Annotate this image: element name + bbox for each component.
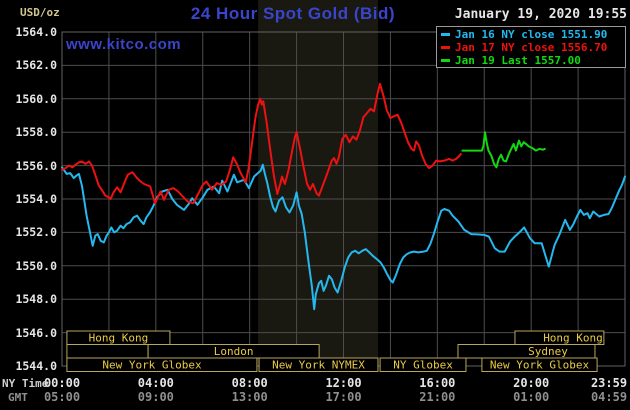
x-axis-gmt-tick-label: 13:00 — [231, 390, 268, 404]
session-label: NY Globex — [393, 359, 453, 372]
y-axis-tick-label: 1564.0 — [15, 25, 57, 39]
session-box-new-york-globex — [66, 357, 258, 372]
x-axis-gmt-tick-label: 21:00 — [419, 390, 456, 404]
legend-item-label: Jan 17 NY close 1556.70 — [455, 41, 608, 54]
y-axis-tick-label: 1554.0 — [15, 192, 57, 206]
legend-dash-icon — [441, 46, 450, 49]
session-label: Sydney — [528, 345, 568, 358]
x-axis-ny-tick-label: 00:00 — [43, 376, 81, 390]
y-axis-tick-label: 1544.0 — [15, 359, 57, 373]
legend-dash-icon — [441, 59, 450, 62]
session-label: New York Globex — [102, 359, 202, 372]
series-line-jan-17 — [61, 82, 462, 205]
x-axis-gmt-tick-label: 04:59 — [590, 390, 628, 404]
legend-dash-icon — [441, 33, 450, 36]
series-line-jan-16 — [61, 163, 626, 311]
y-axis-tick-label: 1552.0 — [15, 225, 57, 240]
y-axis-tick-label: 1558.0 — [15, 125, 57, 140]
ny-time-axis-label: NY Time — [2, 377, 49, 390]
page-title: 24 Hour Spot Gold (Bid) — [190, 4, 396, 23]
y-axis-tick-label: 1550.0 — [15, 258, 57, 273]
y-axis-tick-label: 1548.0 — [15, 292, 57, 307]
series-line-jan-19 — [461, 131, 546, 169]
y-axis-tick-label: 1556.0 — [15, 158, 57, 173]
y-axis-tick-label: 1562.0 — [15, 58, 57, 73]
x-axis-gmt-tick-label: 05:00 — [43, 390, 81, 404]
legend-box: Jan 16 NY close 1551.90 Jan 17 NY close 1… — [436, 26, 626, 68]
legend-item: Jan 16 NY close 1551.90 — [441, 28, 625, 41]
legend-item-label: Jan 16 NY close 1551.90 — [455, 28, 608, 41]
x-axis-ny-tick-label: 23:59 — [590, 376, 628, 390]
x-axis-ny-tick-label: 08:00 — [231, 376, 268, 390]
kitco-watermark: www.kitco.com — [66, 36, 182, 53]
x-axis-ny-tick-label: 12:00 — [325, 376, 362, 390]
y-axis-unit-label: USD/oz — [20, 6, 60, 19]
session-box-new-york-globex — [481, 357, 598, 372]
y-axis-tick-label: 1560.0 — [15, 91, 57, 106]
x-axis-gmt-tick-label: 09:00 — [137, 390, 174, 404]
session-box-unlabeled — [66, 344, 149, 359]
legend-item: Jan 17 NY close 1556.70 — [441, 41, 625, 54]
x-axis-ny-tick-label: 04:00 — [137, 376, 174, 390]
session-box-ny-globex — [379, 357, 467, 372]
y-axis-tick-label: 1546.0 — [15, 325, 57, 340]
session-box-sydney — [457, 344, 596, 359]
gmt-axis-label: GMT — [8, 391, 28, 404]
legend-item: Jan 19 Last 1557.00 — [441, 54, 625, 67]
session-label: London — [214, 345, 254, 358]
session-label: Hong Kong — [89, 332, 149, 345]
x-axis-gmt-tick-label: 17:00 — [325, 390, 362, 404]
x-axis-ny-tick-label: 20:00 — [513, 376, 550, 390]
chart-datetime: January 19, 2020 19:55 — [454, 7, 627, 22]
session-label: New York NYMEX — [272, 359, 365, 372]
x-axis-gmt-tick-label: 01:00 — [513, 390, 550, 404]
nymex-session-band — [258, 0, 378, 366]
session-label: Hong Kong — [543, 332, 603, 345]
x-axis-ny-tick-label: 16:00 — [419, 376, 456, 390]
session-label: New York Globex — [490, 359, 590, 372]
legend-item-label: Jan 19 Last 1557.00 — [455, 54, 581, 67]
session-box-new-york-nymex — [258, 357, 379, 372]
